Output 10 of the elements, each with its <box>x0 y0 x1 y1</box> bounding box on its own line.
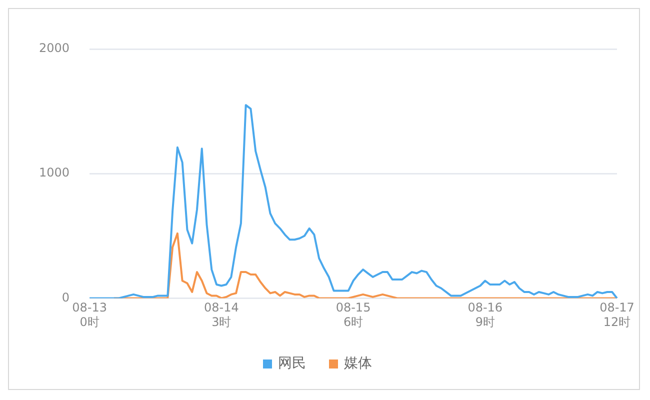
x-tick-label: 08-13 0时 <box>72 300 107 329</box>
y-tick-label: 1000 <box>38 166 70 180</box>
y-tick-label: 2000 <box>38 41 70 56</box>
legend-label: 网民 <box>278 356 306 372</box>
x-tick-label: 08-14 3时 <box>204 300 239 329</box>
x-tick-label: 08-17 12时 <box>600 300 634 329</box>
x-tick-label: 08-16 9时 <box>468 300 503 329</box>
y-tick-label: 0 <box>62 290 70 304</box>
x-tick-label: 08-15 6时 <box>336 300 371 329</box>
legend-label: 媒体 <box>344 356 372 372</box>
